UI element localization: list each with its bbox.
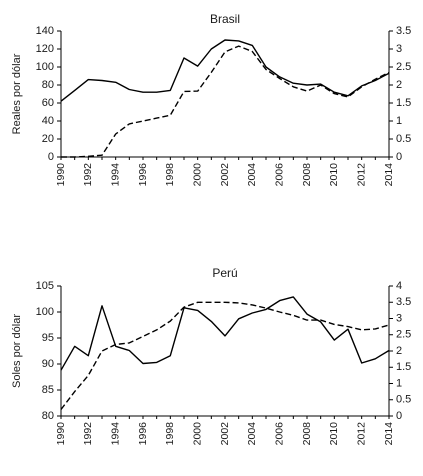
- brasil-y-tick-label: 100: [36, 61, 54, 73]
- peru-y2-tick-label: 0.5: [396, 394, 411, 406]
- brasil-y2-tick-label: 0: [396, 151, 402, 163]
- peru-x-tick-label: 1990: [55, 422, 67, 446]
- brasil-y2-tick-label: 0.5: [396, 133, 411, 145]
- brasil-x-tick-label: 1996: [137, 163, 149, 187]
- brasil-y2-tick-label: 1: [396, 115, 402, 127]
- peru-series-dashed-line: [60, 301, 390, 410]
- peru-y2-tick-label: 3.5: [396, 296, 411, 308]
- brasil-y-tick-label: 140: [36, 25, 54, 37]
- peru-y-tick-label: 80: [42, 410, 54, 422]
- peru-x-tick-label: 2012: [355, 422, 367, 446]
- peru-y-tick-label: 100: [36, 306, 54, 318]
- brasil-x-tick-label: 2000: [191, 163, 203, 187]
- brasil-y-tick-label: 120: [36, 43, 54, 55]
- peru-x-tick-label: 2006: [273, 422, 285, 446]
- peru-y-tick-label: 90: [42, 358, 54, 370]
- peru-y-tick-label: 105: [36, 280, 54, 292]
- peru-y2-tick-label: 0: [396, 410, 402, 422]
- peru-y-tick-label: 85: [42, 384, 54, 396]
- brasil-x-tick-label: 2012: [355, 163, 367, 187]
- peru-x-tick-label: 2014: [383, 422, 395, 446]
- brasil-x-tick-label: 1992: [82, 163, 94, 187]
- peru-x-tick-label: 2000: [191, 422, 203, 446]
- peru-x-tick-label: 1992: [82, 422, 94, 446]
- peru-y2-tick-label: 2.5: [396, 329, 411, 341]
- brasil-title: Brasil: [210, 12, 240, 26]
- peru-y2-tick-label: 1.5: [396, 361, 411, 373]
- peru-x-tick-label: 1994: [109, 422, 121, 446]
- brasil-y2-tick-label: 3.5: [396, 25, 411, 37]
- brasil-y-axis-label: Reales por dólar: [11, 53, 23, 134]
- peru-y2-tick-label: 2: [396, 345, 402, 357]
- brasil-x-tick-label: 2006: [273, 163, 285, 187]
- brasil-x-tick-label: 2008: [301, 163, 313, 187]
- peru-title: Perú: [212, 266, 237, 280]
- peru-x-tick-label: 1996: [137, 422, 149, 446]
- brasil-y-tick-label: 60: [42, 97, 54, 109]
- peru-series-solid-line: [60, 296, 390, 371]
- brasil-y2-tick-label: 2.5: [396, 61, 411, 73]
- peru-x-tick-label: 2010: [328, 422, 340, 446]
- peru-y2-tick-label: 3: [396, 312, 402, 324]
- brasil-y2-tick-label: 1.5: [396, 97, 411, 109]
- peru-y2-tick-label: 4: [396, 280, 402, 292]
- chart-peru: Perú Soles por dólar 80 85 90 95 100 105 0 0.5 1 1.…: [11, 266, 411, 445]
- brasil-y-tick-label: 0: [48, 151, 54, 163]
- peru-x-tick-label: 2004: [246, 422, 258, 446]
- brasil-x-tick-label: 2010: [328, 163, 340, 187]
- brasil-x-tick-label: 1994: [109, 163, 121, 187]
- brasil-y-tick-label: 80: [42, 79, 54, 91]
- brasil-x-tick-label: 2004: [246, 163, 258, 187]
- brasil-x-tick-label: 1998: [164, 163, 176, 187]
- brasil-y2-tick-label: 3: [396, 43, 402, 55]
- peru-x-tick-label: 2002: [219, 422, 231, 446]
- brasil-y2-tick-label: 2: [396, 79, 402, 91]
- brasil-series-dashed-line: [61, 45, 390, 158]
- peru-y-axis-label: Soles por dólar: [11, 314, 23, 388]
- brasil-x-tick-label: 1990: [55, 163, 67, 187]
- brasil-y-tick-label: 20: [42, 133, 54, 145]
- peru-x-tick-label: 1998: [164, 422, 176, 446]
- brasil-x-tick-label: 2014: [383, 163, 395, 187]
- peru-x-tick-label: 2008: [301, 422, 313, 446]
- brasil-y-tick-label: 40: [42, 115, 54, 127]
- brasil-x-tick-label: 2002: [219, 163, 231, 187]
- peru-y-tick-label: 95: [42, 332, 54, 344]
- brasil-series-solid-line: [60, 39, 390, 102]
- peru-y2-tick-label: 1: [396, 377, 402, 389]
